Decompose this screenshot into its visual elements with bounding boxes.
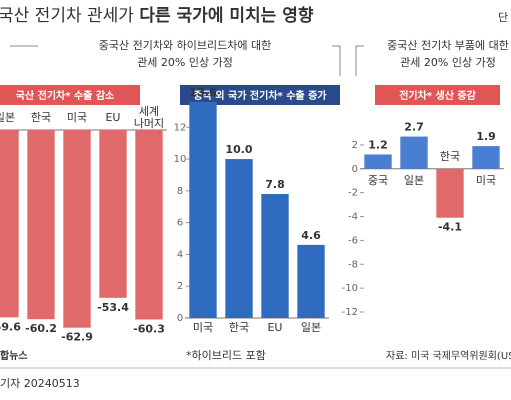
- footnote: *하이브리드 포함: [186, 348, 266, 362]
- y-tick-label: -10: [342, 283, 358, 294]
- data-label: 10.0: [225, 143, 252, 156]
- bar: [472, 146, 500, 169]
- panel-header-box: [375, 85, 500, 105]
- data-label: 1.2: [368, 138, 388, 151]
- x-tick-label: 일본: [0, 110, 15, 124]
- source: 자료: 미국 국제무역위원회(US: [386, 349, 511, 362]
- panel-header-box: [0, 85, 140, 105]
- x-tick-label: EU: [267, 321, 282, 334]
- y-tick-label: 0: [352, 164, 358, 175]
- title-part: 다른 국가에 미치는 영향: [139, 5, 314, 26]
- y-tick-label: 6: [177, 218, 183, 229]
- group-label: 중국산 전기차와 하이브리드차에 대한: [99, 38, 271, 52]
- bar: [400, 136, 428, 169]
- y-tick-label: 0: [177, 313, 183, 324]
- bar: [297, 244, 325, 318]
- group-label: 중국산 전기차 부품에 대한: [387, 39, 509, 52]
- data-label: 2.7: [404, 121, 424, 134]
- bar: [189, 101, 217, 318]
- x-tick-label: 세계 나머지: [134, 105, 164, 130]
- bar: [436, 168, 464, 218]
- x-tick-label: 한국: [229, 321, 249, 334]
- y-tick-label: 4: [177, 249, 183, 260]
- x-tick-label: 일본: [404, 173, 424, 187]
- x-tick-label: 미국: [67, 111, 87, 124]
- bar: [27, 130, 55, 320]
- data-label: -60.3: [133, 323, 165, 336]
- y-tick-label: -4: [348, 212, 358, 223]
- x-tick-label: 미국: [476, 174, 496, 187]
- bracket: [10, 45, 341, 76]
- bar: [63, 130, 91, 328]
- x-tick-label: 한국: [31, 111, 51, 124]
- y-tick-label: -8: [348, 259, 358, 270]
- y-tick-label: -6: [348, 235, 358, 246]
- y-tick-label: 2: [177, 281, 183, 292]
- data-label: 13.6: [189, 86, 216, 99]
- bracket: [355, 45, 364, 76]
- byline: 기자 20240513: [0, 377, 80, 390]
- bar: [261, 194, 289, 318]
- y-tick-label: 12: [174, 122, 187, 133]
- y-tick-label: 8: [177, 186, 183, 197]
- bar: [99, 130, 127, 298]
- data-label: -62.9: [61, 331, 93, 344]
- data-label: 1.9: [476, 130, 496, 143]
- y-tick-label: -2: [348, 188, 358, 199]
- data-label: -4.1: [438, 221, 462, 234]
- panel-title: 국산 전기차* 수출 감소: [16, 89, 114, 102]
- y-tick-label: 2: [352, 140, 358, 151]
- x-tick-label: EU: [105, 111, 120, 124]
- x-tick-label: 한국: [440, 150, 460, 163]
- x-tick-label: 일본: [301, 320, 321, 334]
- bar: [0, 130, 19, 318]
- logo: 합뉴스: [0, 349, 28, 362]
- panel-title: 중국 외 국가 전기차* 수출 증가: [193, 89, 327, 102]
- bar: [364, 154, 392, 169]
- data-label: -60.2: [25, 322, 57, 335]
- data-label: -59.6: [0, 320, 21, 333]
- group-label: 관세 20% 인상 가정: [400, 56, 496, 69]
- group-label: 관세 20% 인상 가정: [137, 56, 233, 69]
- panel-header-box: [180, 85, 340, 105]
- x-tick-label: 미국: [193, 321, 213, 334]
- y-tick-label: 10: [174, 154, 187, 165]
- data-label: -53.4: [97, 301, 129, 314]
- title: 국산 전기차 관세가 다른 국가에 미치는 영향: [0, 5, 314, 26]
- bar: [225, 159, 253, 318]
- unit-note: 단: [498, 11, 508, 24]
- panel-title: 전기차* 생산 증감: [399, 89, 476, 102]
- data-label: 4.6: [301, 229, 321, 242]
- x-tick-label: 중국: [368, 174, 388, 187]
- bar: [135, 130, 163, 320]
- data-label: 7.8: [265, 178, 285, 191]
- y-tick-label: -12: [342, 307, 358, 318]
- title-part: 국산 전기차 관세가: [0, 6, 139, 26]
